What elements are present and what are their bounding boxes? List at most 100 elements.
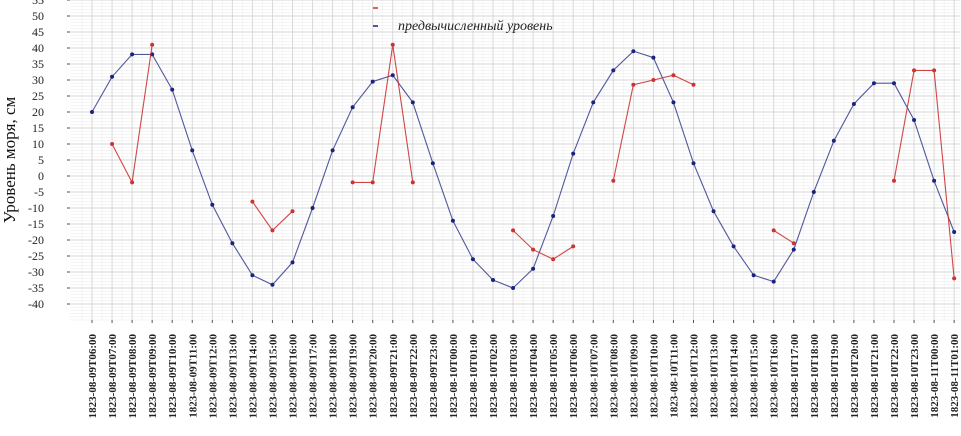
x-tick-label: 1823-08-10T01:00 [468, 334, 480, 419]
data-point [250, 273, 255, 278]
y-tick-label: -15 [28, 217, 44, 231]
data-point [871, 81, 876, 86]
x-tick-label: 1823-08-09T11:00 [187, 334, 199, 418]
x-tick-label: 1823-08-10T04:00 [528, 334, 540, 419]
data-point [210, 202, 215, 207]
y-tick-label: -10 [28, 201, 44, 215]
y-tick-label: -35 [28, 281, 44, 295]
data-point [170, 87, 175, 92]
series-line [512, 230, 574, 260]
data-point [410, 100, 415, 105]
x-tick-label: 1823-08-09T15:00 [267, 334, 279, 419]
data-point [952, 230, 957, 234]
y-tick-label: -40 [28, 297, 44, 311]
data-point [551, 257, 556, 262]
series-line [773, 229, 795, 244]
data-point [130, 180, 135, 185]
data-point [370, 79, 375, 84]
x-tick-label: 1823-08-10T18:00 [809, 334, 821, 419]
y-tick-label: 25 [32, 89, 44, 103]
x-tick-label: 1823-08-10T07:00 [588, 334, 600, 419]
data-point [611, 68, 616, 73]
data-point [711, 209, 716, 214]
data-point [470, 257, 475, 262]
data-point [270, 228, 275, 233]
data-point [190, 148, 195, 153]
y-tick-label: 50 [32, 9, 44, 23]
data-point [811, 190, 816, 194]
data-point [651, 55, 656, 60]
series-1 [110, 42, 957, 281]
y-tick-label: 10 [32, 137, 44, 151]
data-point [751, 273, 756, 278]
x-tick-label: 1823-08-09T13:00 [227, 334, 239, 419]
data-point [932, 68, 937, 73]
x-tick-label: 1823-08-10T05:00 [548, 334, 560, 419]
data-point [571, 151, 576, 156]
data-point [350, 105, 355, 110]
y-tick-label: 45 [32, 25, 44, 39]
x-tick-label: 1823-08-11T00:00 [929, 334, 941, 418]
data-point [892, 178, 896, 183]
x-tick-label: 1823-08-09T17:00 [308, 334, 320, 419]
x-tick-label: 1823-08-10T19:00 [829, 334, 841, 419]
y-tick-label: -30 [28, 265, 44, 279]
data-point [651, 78, 656, 82]
data-point [230, 241, 235, 246]
series-line [893, 69, 955, 279]
data-point [110, 142, 115, 146]
data-point [671, 100, 676, 105]
data-point [912, 68, 917, 73]
data-point [791, 241, 796, 246]
data-point [390, 42, 395, 47]
grid [70, 0, 960, 321]
y-tick-label: 0 [38, 169, 44, 183]
data-point [511, 228, 516, 233]
data-point [912, 118, 917, 122]
data-point [731, 244, 736, 249]
x-tick-label: 1823-08-10T23:00 [909, 334, 921, 419]
data-point [370, 180, 375, 185]
series-layer [90, 42, 957, 290]
data-point [130, 52, 135, 57]
x-tick-label: 1823-08-10T00:00 [448, 334, 460, 419]
x-tick-label: 1823-08-11T01:00 [949, 334, 961, 418]
data-point [511, 286, 516, 290]
series-line [91, 50, 955, 289]
x-tick-label: 1823-08-10T13:00 [709, 334, 721, 419]
data-point [591, 100, 596, 105]
x-tick-label: 1823-08-10T08:00 [608, 334, 620, 419]
x-tick-label: 1823-08-09T16:00 [288, 334, 300, 419]
y-tick-label: -25 [28, 249, 44, 263]
data-point [892, 81, 896, 86]
data-point [110, 74, 115, 79]
y-tick-label: 20 [32, 105, 44, 119]
x-tick-label: 1823-08-10T22:00 [889, 334, 901, 419]
data-point [430, 161, 435, 166]
data-point [290, 260, 295, 265]
data-point [310, 206, 315, 210]
data-point [531, 247, 536, 252]
data-point [571, 244, 576, 249]
x-tick-label: 1823-08-09T07:00 [107, 334, 119, 419]
data-point [551, 214, 556, 218]
data-point [671, 73, 676, 78]
data-point [611, 178, 616, 183]
x-tick-label: 1823-08-09T12:00 [207, 334, 219, 419]
data-point [932, 178, 937, 183]
data-point [952, 276, 957, 281]
data-point [270, 282, 275, 287]
data-point [290, 209, 295, 214]
y-tick-label: 15 [32, 121, 44, 135]
x-tick-label: 1823-08-09T09:00 [147, 334, 159, 419]
data-point [90, 110, 94, 114]
x-tick-label: 1823-08-09T23:00 [428, 334, 440, 419]
data-point [531, 266, 536, 271]
data-point [771, 279, 776, 284]
x-tick-label: 1823-08-10T06:00 [568, 334, 580, 419]
x-tick-label: 1823-08-09T22:00 [408, 334, 420, 419]
x-tick-label: 1823-08-09T18:00 [328, 334, 340, 419]
y-tick-label: 30 [32, 73, 44, 87]
